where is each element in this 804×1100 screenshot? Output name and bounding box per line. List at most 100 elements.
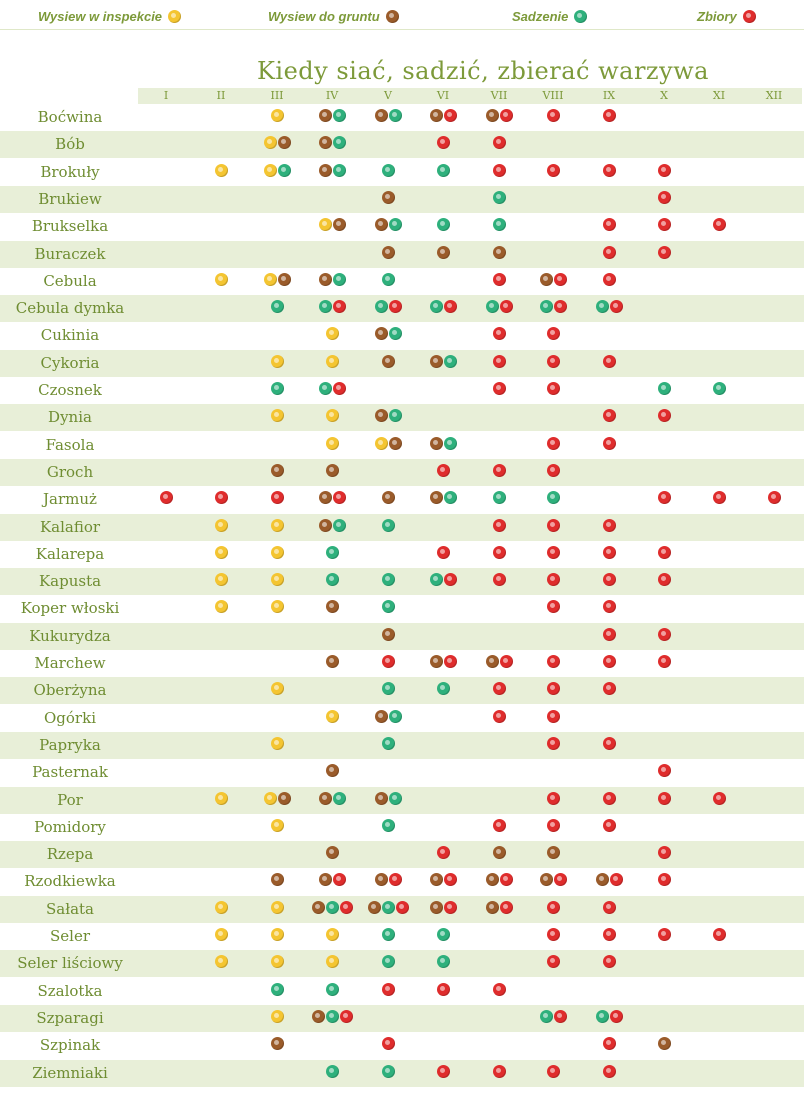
harvest-marker <box>767 491 781 505</box>
month-cell <box>381 245 395 262</box>
table-row: Kukurydza <box>0 622 804 650</box>
month-cell <box>214 791 228 808</box>
harvest-marker <box>546 955 560 969</box>
vegetable-name: Cukinia <box>40 326 100 345</box>
month-cell <box>263 791 291 808</box>
harvest-marker <box>443 900 457 914</box>
month-cell <box>429 655 457 671</box>
vegetable-name: Seler liściowy <box>17 954 123 973</box>
planting-marker <box>381 600 395 614</box>
vegetable-name: Sałata <box>46 899 94 918</box>
vegetable-name: Pasternak <box>32 763 108 782</box>
table-row: Szpinak <box>0 1032 804 1059</box>
indoor-sowing-marker <box>270 900 284 914</box>
indoor-sowing-marker <box>325 709 339 723</box>
month-cell <box>263 272 291 289</box>
month-cell <box>159 491 173 507</box>
month-cell <box>381 354 395 371</box>
planting-marker <box>595 1009 609 1023</box>
month-cell <box>325 709 339 726</box>
harvest-marker <box>657 163 671 177</box>
direct-sowing-marker <box>374 218 388 232</box>
month-cell <box>595 300 623 316</box>
month-cell <box>602 900 616 917</box>
harvest-marker <box>492 518 506 532</box>
planting-marker <box>270 300 284 314</box>
planting-marker <box>429 300 443 314</box>
month-cell <box>429 300 457 316</box>
vegetable-name: Papryka <box>39 735 101 754</box>
indoor-sowing-marker <box>325 955 339 969</box>
harvest-marker <box>602 600 616 614</box>
month-label: V <box>384 89 392 102</box>
harvest-marker <box>332 491 346 505</box>
month-cell <box>485 873 513 889</box>
month-cell <box>546 491 560 507</box>
harvest-marker <box>602 955 616 969</box>
direct-sowing-marker <box>318 109 332 122</box>
month-cell <box>546 463 560 480</box>
month-cell <box>492 245 506 262</box>
harvest-marker <box>499 300 513 314</box>
month-cell <box>381 736 395 753</box>
indoor-sowing-marker <box>270 545 284 559</box>
vegetable-name: Buraczek <box>34 244 106 263</box>
planting-marker <box>277 163 291 177</box>
month-cell <box>381 190 395 207</box>
month-cell <box>270 600 284 616</box>
direct-sowing-marker <box>546 846 560 860</box>
month-cell <box>263 136 291 152</box>
planting-marker <box>381 955 395 969</box>
planting-marker <box>436 163 450 177</box>
month-cell <box>492 682 506 698</box>
month-cell <box>602 655 616 671</box>
harvest-marker <box>443 873 457 887</box>
month-cell <box>214 163 228 180</box>
month-cell <box>318 491 346 507</box>
vegetable-name: Jarmuż <box>43 490 97 509</box>
direct-sowing-marker <box>318 491 332 505</box>
month-cell <box>436 982 450 999</box>
month-cell <box>492 463 506 480</box>
month-cell <box>602 409 616 425</box>
direct-sowing-marker <box>325 463 339 477</box>
harvest-marker <box>602 655 616 668</box>
indoor-sowing-marker <box>270 573 284 587</box>
month-cell <box>485 900 513 917</box>
indoor-sowing-marker <box>325 436 339 450</box>
vegetable-name: Szalotka <box>37 981 103 1000</box>
harvest-marker <box>657 627 671 641</box>
month-cell <box>270 491 284 507</box>
month-cell <box>270 354 284 371</box>
table-row: Seler liściowy <box>0 950 804 978</box>
month-cell <box>657 218 671 234</box>
direct-sowing-marker <box>429 900 443 914</box>
planting-marker <box>429 573 443 587</box>
harvest-marker <box>657 873 671 887</box>
direct-sowing-marker <box>325 655 339 668</box>
month-cell <box>546 709 560 726</box>
vegetable-name: Szpinak <box>39 1036 101 1055</box>
month-cell <box>374 300 402 316</box>
harvest-marker <box>657 791 671 805</box>
harvest-marker <box>443 573 457 587</box>
harvest-marker <box>381 655 395 668</box>
indoor-sowing-marker <box>214 791 228 805</box>
harvest-marker <box>395 900 409 914</box>
month-cell <box>325 928 339 944</box>
month-cell <box>657 764 671 780</box>
planting-marker <box>388 218 402 232</box>
month-cell <box>492 136 506 152</box>
table-row: Cebula dymka <box>0 295 804 323</box>
month-cell <box>546 573 560 589</box>
harvest-marker <box>602 1064 616 1078</box>
harvest-marker <box>657 573 671 587</box>
harvest-marker <box>381 1037 395 1051</box>
harvest-marker <box>546 900 560 914</box>
vegetable-name: Brukiew <box>38 189 102 208</box>
vegetable-name: Cykoria <box>40 353 100 372</box>
harvest-marker <box>388 873 402 887</box>
direct-sowing-marker <box>374 791 388 805</box>
harvest-marker <box>546 163 560 177</box>
month-cell <box>712 491 726 507</box>
